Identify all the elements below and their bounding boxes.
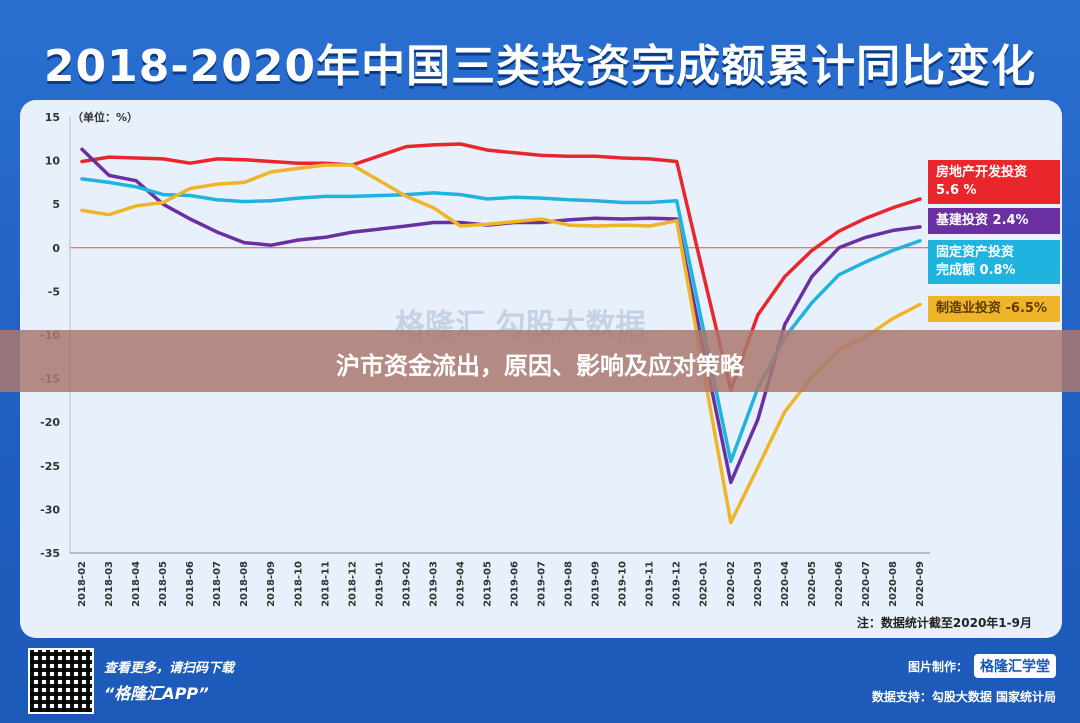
x-tick-label: 2018-10	[293, 561, 304, 607]
y-tick-label: 10	[45, 155, 61, 168]
x-tick-label: 2019-10	[618, 561, 629, 607]
x-tick-label: 2020-05	[807, 561, 818, 607]
x-tick-label: 2019-07	[537, 561, 548, 607]
legend-label-line: 完成额 0.8%	[936, 263, 1016, 278]
legend-label-line: 基建投资 2.4%	[936, 213, 1029, 228]
y-tick-label: 5	[52, 198, 60, 211]
article-banner	[0, 330, 1080, 392]
legend-label-line: 5.6 %	[936, 183, 977, 198]
data-note: 注：数据统计截至2020年1-9月	[856, 616, 1032, 630]
x-tick-label: 2018-05	[158, 561, 169, 607]
x-tick-label: 2019-02	[401, 561, 412, 607]
x-tick-label: 2019-11	[645, 561, 656, 607]
x-tick-label: 2020-09	[915, 561, 926, 607]
y-tick-label: -25	[40, 460, 60, 473]
legend-label-line: 固定资产投资	[936, 245, 1015, 260]
x-tick-label: 2020-08	[888, 561, 899, 607]
x-tick-label: 2018-09	[266, 561, 277, 607]
x-tick-label: 2019-08	[564, 561, 575, 607]
x-tick-label: 2018-08	[239, 561, 250, 607]
x-tick-label: 2019-05	[482, 561, 493, 607]
page-title: 2018-2020年中国三类投资完成额累计同比变化	[43, 41, 1037, 92]
footer-app-name: “格隆汇APP”	[104, 684, 209, 703]
footer-scan-text: 查看更多，请扫码下载	[104, 661, 235, 676]
y-tick-label: 0	[52, 242, 60, 255]
x-tick-label: 2018-06	[185, 561, 196, 607]
y-tick-label: -35	[40, 547, 60, 560]
x-tick-label: 2020-07	[861, 561, 872, 607]
legend-real-estate: 房地产开发投资 5.6 %	[928, 160, 1060, 204]
x-tick-label: 2019-04	[455, 561, 466, 607]
qr-code-icon[interactable]	[28, 648, 94, 714]
series-line-3	[80, 163, 922, 525]
y-tick-label: -20	[40, 416, 60, 429]
x-tick-label: 2019-01	[374, 561, 385, 607]
x-tick-label: 2018-03	[104, 561, 115, 607]
footer-credit: 图片制作： 格隆汇学堂	[908, 654, 1056, 678]
series-line-0	[80, 142, 922, 392]
legend-fixed-asset: 固定资产投资 完成额 0.8%	[928, 240, 1060, 284]
x-tick-label: 2020-01	[699, 561, 710, 607]
x-tick-label: 2019-06	[510, 561, 521, 607]
x-tick-label: 2019-12	[672, 561, 683, 607]
x-tick-label: 2020-06	[834, 561, 845, 607]
y-tick-label: 15	[45, 111, 60, 124]
footer-made-by-label: 图片制作：	[907, 660, 968, 674]
x-tick-label: 2018-07	[212, 561, 223, 607]
x-tick-label: 2020-04	[780, 561, 791, 607]
banner-title[interactable]: 沪市资金流出，原因、影响及应对策略	[336, 352, 744, 380]
x-tick-label: 2018-11	[320, 561, 331, 607]
x-tick-label: 2020-02	[726, 561, 737, 607]
x-tick-label: 2019-03	[428, 561, 439, 607]
footer-source: 数据支持：勾股大数据 国家统计局	[871, 690, 1056, 704]
x-tick-label: 2018-02	[77, 561, 88, 607]
legend-label-line: 房地产开发投资	[936, 165, 1028, 180]
x-tick-label: 2018-04	[131, 561, 142, 607]
y-unit-label: （单位：%）	[72, 110, 138, 124]
legend-manufacturing: 制造业投资 -6.5%	[928, 296, 1060, 322]
x-tick-label: 2020-03	[753, 561, 764, 607]
x-tick-label: 2018-12	[347, 561, 358, 607]
legend-label-line: 制造业投资 -6.5%	[936, 301, 1047, 316]
y-tick-label: -5	[48, 285, 60, 298]
footer-brand-logo: 格隆汇学堂	[974, 654, 1056, 678]
x-tick-label: 2019-09	[591, 561, 602, 607]
legend-infrastructure: 基建投资 2.4%	[928, 208, 1060, 234]
y-tick-label: -30	[40, 503, 60, 516]
